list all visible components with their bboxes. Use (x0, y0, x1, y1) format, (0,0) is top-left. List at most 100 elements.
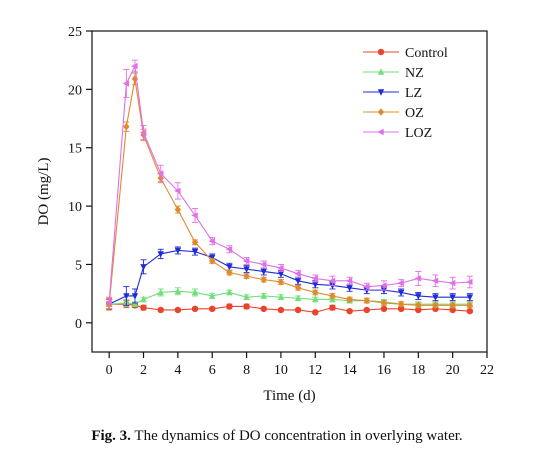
data-point-nz (312, 295, 319, 303)
y-tick-label: 0 (75, 317, 82, 332)
y-axis-title: DO (mg/L) (36, 158, 52, 226)
x-tick-label: 8 (243, 363, 250, 378)
data-point-loz (448, 279, 456, 287)
data-point-control (209, 305, 216, 313)
data-point-oz (432, 301, 439, 310)
data-point-control (380, 305, 388, 313)
data-point-lz (191, 248, 199, 256)
data-point-lz (415, 293, 422, 300)
data-point-lz (346, 285, 353, 292)
data-point-lz (157, 251, 164, 258)
data-point-lz (226, 264, 233, 271)
data-point-nz (174, 287, 182, 295)
data-point-lz (449, 294, 456, 301)
y-tick-label: 25 (68, 25, 82, 40)
x-tick-label: 18 (411, 363, 425, 378)
x-axis-title: Time (d) (263, 388, 315, 404)
data-point-oz (277, 278, 285, 286)
data-point-control (191, 305, 199, 313)
data-point-lz (466, 294, 474, 301)
x-tick-label: 14 (343, 363, 357, 378)
data-point-oz (346, 295, 353, 304)
data-point-control (277, 306, 285, 314)
data-point-loz (311, 275, 318, 282)
data-point-lz (294, 278, 302, 285)
data-point-nz (157, 288, 164, 296)
data-point-loz (466, 278, 473, 286)
data-point-control (363, 306, 370, 314)
data-point-nz (209, 292, 216, 299)
data-point-control (294, 306, 302, 314)
legend-marker-lz (377, 89, 385, 96)
data-point-control (174, 306, 182, 314)
data-point-loz (174, 187, 181, 195)
data-point-nz (140, 295, 147, 303)
data-point-loz (380, 282, 387, 289)
y-tick-label: 5 (75, 258, 82, 273)
data-point-lz (277, 271, 285, 278)
data-point-control (329, 304, 336, 311)
figure-caption: Fig. 3. The dynamics of DO concentration… (0, 428, 554, 445)
data-point-oz (312, 288, 319, 297)
data-point-oz (226, 268, 233, 277)
data-point-lz (123, 293, 130, 300)
data-point-lz (329, 282, 336, 290)
data-point-loz (363, 283, 370, 290)
x-tick-label: 10 (274, 363, 288, 378)
y-tick-label: 20 (68, 83, 82, 98)
axes: 0 2 4 6 8 10 12 14 16 18 20 22 0 5 10 15 20 25 (68, 25, 494, 378)
data-point-nz (294, 294, 302, 302)
legend-marker-control (377, 48, 385, 56)
data-point-loz (139, 129, 147, 136)
data-point-loz (260, 261, 267, 268)
data-point-loz (225, 246, 233, 253)
data-point-loz (414, 275, 422, 282)
data-point-nz (277, 293, 285, 300)
data-point-lz (260, 268, 267, 276)
data-point-loz (277, 264, 284, 272)
data-point-lz (140, 264, 147, 271)
data-point-nz (191, 288, 199, 296)
data-point-lz (312, 281, 319, 288)
data-point-oz (363, 296, 370, 305)
data-point-nz (260, 292, 267, 299)
data-point-lz (432, 294, 439, 301)
legend-label-nz: NZ (405, 66, 424, 81)
y-tick-label: 10 (68, 200, 82, 215)
data-point-oz (415, 301, 422, 310)
legend: Control NZ LZ OZ LOZ (363, 46, 448, 141)
data-point-loz (242, 257, 250, 265)
data-point-loz (105, 298, 112, 306)
data-point-control (226, 303, 233, 310)
legend-label-lz: LZ (405, 86, 422, 101)
data-point-oz (380, 299, 388, 307)
figure-caption-text: The dynamics of DO concentration in over… (130, 428, 463, 444)
data-point-control (466, 307, 474, 315)
data-point-loz (294, 270, 301, 277)
data-point-oz (243, 272, 250, 280)
data-point-control (312, 309, 319, 316)
data-point-control (140, 304, 147, 311)
data-point-loz (131, 62, 138, 70)
data-point-loz (345, 277, 353, 284)
x-tick-label: 12 (308, 363, 322, 378)
data-point-nz (226, 288, 233, 296)
legend-label-control: Control (405, 46, 448, 61)
data-point-control (260, 305, 267, 313)
data-point-control (346, 307, 353, 315)
y-tick-label: 15 (68, 142, 82, 157)
data-point-oz (123, 123, 130, 131)
data-point-control (157, 306, 164, 314)
data-point-nz (243, 293, 250, 300)
x-tick-label: 20 (446, 363, 460, 378)
data-point-control (415, 306, 422, 314)
data-point-oz (329, 292, 336, 300)
data-point-control (449, 306, 456, 314)
data-point-loz (191, 212, 198, 219)
data-point-loz (397, 279, 404, 287)
legend-label-loz: LOZ (405, 126, 432, 141)
data-point-control (397, 305, 405, 313)
series-layer (105, 59, 474, 316)
data-point-lz (243, 266, 250, 273)
